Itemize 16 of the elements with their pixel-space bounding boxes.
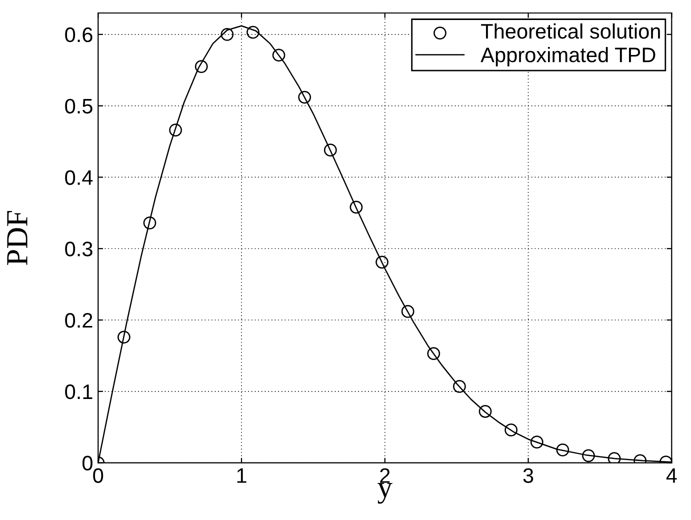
x-tick-label: 0 — [93, 468, 104, 483]
y-tick-label: 0.5 — [65, 98, 92, 114]
y-tick-label: 0.4 — [65, 170, 93, 185]
y-tick-label: 0.3 — [65, 242, 92, 256]
x-tick-label: 2 — [380, 468, 390, 483]
legend-label: Approximated TPD — [480, 47, 656, 66]
x-tick-label: 3 — [523, 468, 534, 483]
y-axis-title: PDF — [7, 210, 28, 266]
y-tick-label: 0.2 — [65, 313, 92, 328]
x-tick-label: 1 — [237, 468, 246, 483]
legend-label: Theoretical solution — [481, 23, 660, 39]
x-axis-title: y — [378, 483, 392, 504]
y-tick-label: 0.6 — [65, 27, 92, 42]
y-tick-label: 0 — [82, 456, 92, 471]
x-tick-label: 4 — [666, 468, 677, 483]
y-tick-label: 0.1 — [65, 384, 92, 400]
